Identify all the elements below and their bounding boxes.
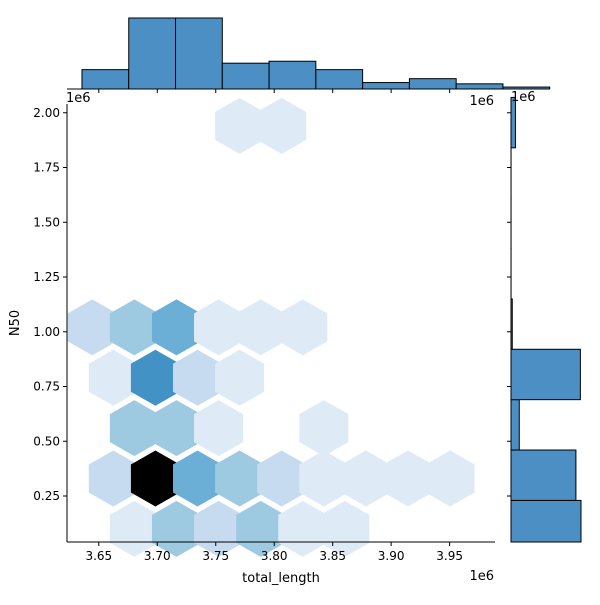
x-offset-label: 1e6 bbox=[469, 569, 494, 584]
hexbin-15 bbox=[299, 400, 348, 456]
x-marginal-bar-2 bbox=[176, 18, 223, 89]
hexbin-12 bbox=[110, 400, 159, 456]
hexbin-3 bbox=[110, 299, 159, 355]
hexbin-17 bbox=[131, 450, 180, 506]
hexbin-18 bbox=[173, 450, 222, 506]
y-tick-label-5: 1.50 bbox=[33, 215, 60, 229]
hexbin-6 bbox=[236, 299, 285, 355]
y-tick-label-2: 0.75 bbox=[33, 380, 60, 394]
x-marginal-bar-1 bbox=[129, 18, 176, 89]
x-tick-label-1: 3.70 bbox=[144, 549, 171, 563]
hexbin-20 bbox=[257, 450, 306, 506]
hexbin-13 bbox=[152, 400, 201, 456]
hexbin-22 bbox=[341, 450, 390, 506]
x-marginal-bar-0 bbox=[82, 70, 129, 89]
y-tick-label-4: 1.25 bbox=[33, 270, 60, 284]
y-marginal-bar-2 bbox=[511, 400, 519, 450]
hexbin-4 bbox=[152, 299, 201, 355]
hexbin-7 bbox=[278, 299, 327, 355]
y-marginal-bar-1 bbox=[511, 450, 576, 500]
x-marginal-bar-6 bbox=[363, 83, 410, 89]
hexbin-14 bbox=[194, 400, 243, 456]
x-tick-label-0: 3.65 bbox=[85, 549, 112, 563]
hexbin-21 bbox=[299, 450, 348, 506]
x-marginal-bar-8 bbox=[456, 84, 503, 89]
hexbin-layer bbox=[68, 98, 475, 557]
hexbin-24 bbox=[426, 450, 475, 506]
hexbin-19 bbox=[215, 450, 264, 506]
y-axis-label: N50 bbox=[8, 310, 23, 336]
y-offset-label: 1e6 bbox=[66, 91, 91, 106]
x-marginal-bar-9 bbox=[503, 87, 550, 89]
y-marginal-bar-3 bbox=[511, 349, 580, 399]
hexbin-10 bbox=[173, 350, 222, 406]
x-marginal-offset-label: 1e6 bbox=[469, 94, 494, 109]
x-marginal-bar-5 bbox=[316, 70, 363, 89]
x-tick-label-2: 3.75 bbox=[202, 549, 229, 563]
x-marginal-bar-7 bbox=[409, 79, 456, 89]
hexbin-0 bbox=[215, 98, 264, 154]
x-tick-label-4: 3.85 bbox=[319, 549, 346, 563]
hexbin-9 bbox=[131, 350, 180, 406]
y-tick-label-7: 2.00 bbox=[33, 106, 60, 120]
y-tick-label-3: 1.00 bbox=[33, 325, 60, 339]
y-marginal-offset-label: 1e6 bbox=[511, 90, 536, 105]
x-tick-label-3: 3.80 bbox=[261, 549, 288, 563]
y-tick-label-1: 0.50 bbox=[33, 434, 60, 448]
x-tick-label-5: 3.90 bbox=[378, 549, 405, 563]
x-marginal-bar-3 bbox=[222, 63, 269, 89]
y-tick-label-6: 1.75 bbox=[33, 161, 60, 175]
x-marginal-bar-4 bbox=[269, 61, 316, 89]
hexbin-1 bbox=[257, 98, 306, 154]
hexbin-5 bbox=[194, 299, 243, 355]
x-axis-label: total_length bbox=[242, 571, 320, 586]
hexbin-8 bbox=[89, 350, 138, 406]
hexbin-11 bbox=[215, 350, 264, 406]
y-marginal-bar-0 bbox=[511, 500, 581, 542]
y-tick-label-0: 0.25 bbox=[33, 489, 60, 503]
x-tick-label-6: 3.95 bbox=[436, 549, 463, 563]
x-marginal-histogram bbox=[67, 18, 550, 93]
hexbin-16 bbox=[89, 450, 138, 506]
y-marginal-histogram bbox=[507, 97, 581, 542]
hexbin-2 bbox=[68, 299, 117, 355]
hexbin-23 bbox=[383, 450, 432, 506]
